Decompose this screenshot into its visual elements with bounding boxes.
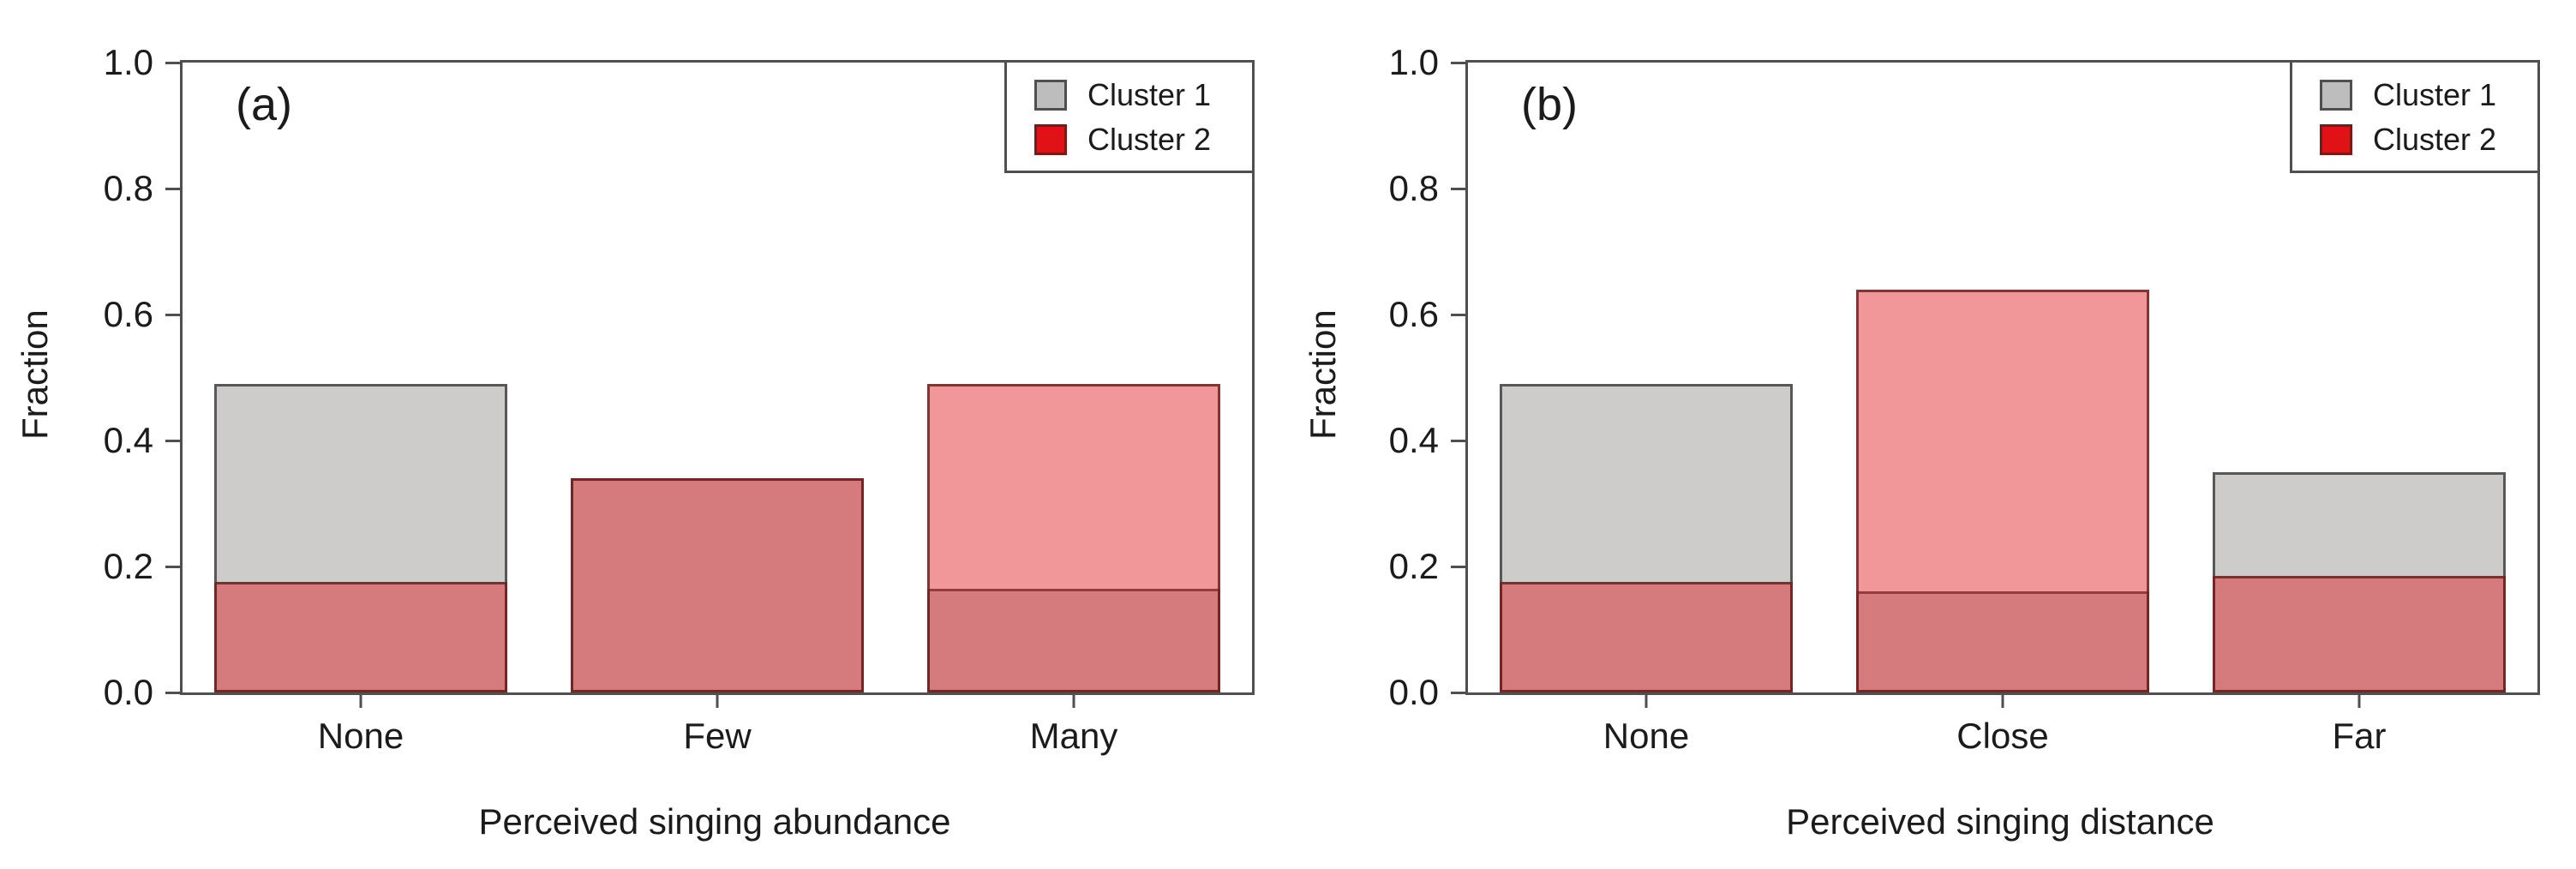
y-tick-label: 0.0 (103, 672, 153, 712)
y-tick (1451, 313, 1468, 316)
x-category-label: Far (2332, 716, 2387, 756)
y-tick-label: 0.8 (103, 168, 153, 208)
legend-row-cluster2: Cluster 2 (1034, 121, 1240, 159)
panel-b: Fraction (b) Cluster 1 Cluster 2 1.0 0.8 0… (1288, 0, 2576, 869)
y-tick-label: 0.6 (1388, 294, 1439, 334)
legend-b: Cluster 1 Cluster 2 (2290, 60, 2540, 173)
y-tick (165, 187, 183, 190)
y-tick (1451, 565, 1468, 568)
y-tick (165, 313, 183, 316)
legend-row-cluster2: Cluster 2 (2320, 121, 2525, 159)
y-tick (165, 61, 183, 64)
x-category-label: Many (1029, 716, 1118, 756)
y-tick-label: 0.6 (103, 294, 153, 334)
panel-letter-a: (a) (236, 79, 292, 130)
legend-row-cluster1: Cluster 1 (2320, 76, 2525, 114)
y-axis-title: Fraction (15, 309, 55, 440)
y-tick (1451, 691, 1468, 694)
bar-cluster2 (1856, 289, 2149, 692)
legend-row-cluster1: Cluster 1 (1034, 76, 1240, 114)
x-tick (1072, 692, 1075, 708)
y-tick-label: 1.0 (103, 42, 153, 82)
cluster2-swatch-icon (2320, 124, 2352, 155)
y-tick (165, 565, 183, 568)
y-tick (1451, 187, 1468, 190)
bar-cluster2 (214, 582, 507, 692)
x-tick (716, 692, 719, 708)
bar-cluster2 (571, 478, 864, 692)
x-category-label: None (317, 716, 404, 756)
bar-cluster1 (571, 478, 864, 692)
x-tick (1644, 692, 1648, 708)
x-category-label: None (1603, 716, 1690, 756)
y-tick (165, 691, 183, 694)
y-axis-title: Fraction (1303, 309, 1343, 440)
x-axis-title: Perceived singing distance (1786, 801, 2214, 842)
bar-cluster2 (927, 383, 1220, 692)
y-tick-label: 1.0 (1388, 42, 1439, 82)
legend-label-cluster1: Cluster 1 (1087, 77, 1212, 112)
y-tick-label: 0.0 (1388, 672, 1439, 712)
x-tick (359, 692, 362, 708)
bar-cluster1 (214, 383, 507, 692)
panel-letter-b: (b) (1521, 79, 1578, 130)
legend-a: Cluster 1 Cluster 2 (1004, 60, 1255, 173)
plot-area-a: (a) Cluster 1 Cluster 2 1.0 0.8 0.6 0.4 0.2 0… (104, 45, 1255, 754)
cluster2-swatch-icon (1034, 124, 1067, 155)
bar-cluster2 (1500, 582, 1793, 692)
legend-label-cluster2: Cluster 2 (1087, 122, 1212, 157)
y-tick (1451, 61, 1468, 64)
legend-label-cluster2: Cluster 2 (2373, 122, 2497, 157)
x-tick (2001, 692, 2004, 708)
x-category-label: Few (683, 716, 752, 756)
y-tick-label: 0.8 (1388, 168, 1439, 208)
cluster1-swatch-icon (1034, 80, 1067, 111)
cluster1-swatch-icon (2320, 80, 2352, 111)
x-category-label: Close (1956, 716, 2049, 756)
y-tick-label: 0.4 (103, 420, 153, 460)
y-tick-label: 0.4 (1388, 420, 1439, 460)
legend-label-cluster1: Cluster 1 (2373, 77, 2497, 112)
y-tick-label: 0.2 (103, 546, 153, 586)
x-axis-title: Perceived singing abundance (478, 801, 951, 842)
plot-area-b: (b) Cluster 1 Cluster 2 1.0 0.8 0.6 0.4 0.2 0… (1389, 45, 2540, 754)
x-tick (2357, 692, 2361, 708)
y-tick-label: 0.2 (1388, 546, 1439, 586)
panel-a: Fraction (a) Cluster 1 Cluster 2 1.0 0.8 0… (15, 45, 1255, 842)
y-tick (165, 439, 183, 442)
bar-cluster1 (2213, 471, 2506, 692)
bar-cluster1 (1500, 383, 1793, 692)
bar-cluster2 (2213, 576, 2506, 692)
y-tick (1451, 439, 1468, 442)
